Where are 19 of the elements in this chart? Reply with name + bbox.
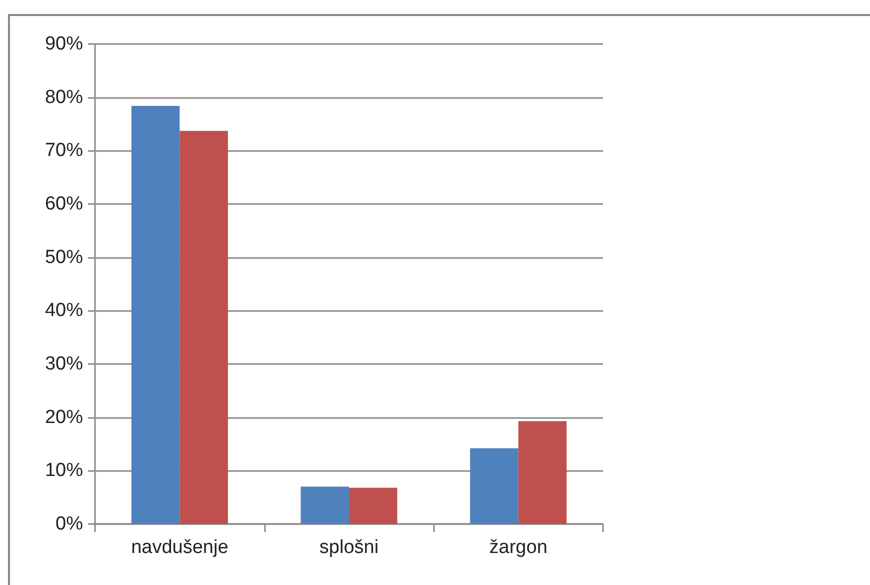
y-tick-label: 30% [44,354,84,374]
y-tick-label: 40% [44,300,84,322]
bar [470,448,518,524]
x-tick-label: splošni [319,537,379,558]
y-tick-label: 60% [44,194,84,214]
y-tick-label: 80% [44,86,84,108]
bar [300,486,349,524]
bar [131,106,180,524]
bar [180,130,228,524]
y-tick-label: 20% [44,406,84,428]
bar [349,488,398,524]
y-tick-label: 0% [56,514,84,534]
x-tick-label: navdušenje [131,537,228,558]
x-tick-label: žargon [489,537,548,558]
y-tick-label: 10% [44,460,84,482]
bar [518,421,567,524]
y-tick-label: 50% [44,246,84,268]
y-tick-label: 70% [44,140,84,162]
y-tick-label: 90% [44,34,84,54]
